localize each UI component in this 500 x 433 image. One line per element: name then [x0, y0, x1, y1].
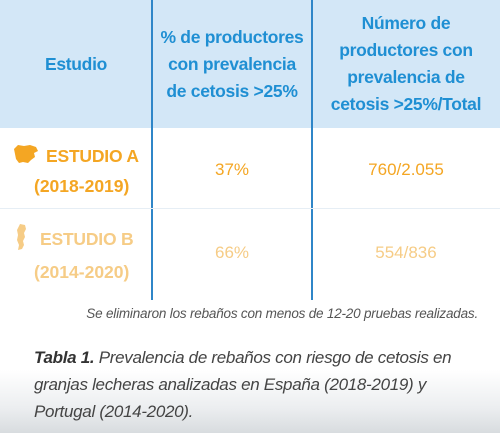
background-photo [0, 370, 500, 433]
study-cell: ESTUDIO A (2018-2019) [0, 130, 152, 210]
study-years: (2018-2019) [34, 176, 130, 196]
study-name: ESTUDIO B [40, 229, 134, 249]
header-line: Número de [361, 13, 451, 33]
header-count: Número de productores con prevalencia de… [312, 0, 500, 128]
header-line: productores con [339, 40, 473, 60]
table-footnote: Se eliminaron los rebaños con menos de 1… [86, 306, 478, 321]
column-divider [151, 0, 153, 300]
header-line: prevalencia de [347, 67, 465, 87]
caption-label: Tabla 1. [34, 348, 95, 367]
row-divider [0, 208, 500, 209]
header-line: Estudio [44, 53, 108, 74]
percent-value: 66% [214, 243, 250, 262]
percent-value: 37% [214, 160, 250, 179]
ratio-value: 760/2.055 [368, 160, 444, 179]
header-estudio: Estudio [0, 0, 152, 128]
table-caption: Tabla 1. Prevalencia de rebaños con ries… [34, 344, 474, 425]
study-years: (2014-2020) [34, 262, 130, 282]
study-cell: ESTUDIO B (2014-2020) [0, 213, 152, 293]
header-line: % de productores [160, 26, 304, 47]
header-line: con prevalencia [168, 53, 296, 74]
header-line: de cetosis >25% [166, 80, 298, 101]
header-line: cetosis >25%/Total [330, 94, 482, 114]
column-divider [311, 0, 313, 300]
header-percent: % de productores con prevalencia de ceto… [152, 0, 312, 128]
ratio-value: 554/836 [375, 243, 437, 262]
spain-map-icon [12, 143, 40, 170]
table-header: Estudio % de productores con prevalencia… [0, 0, 500, 128]
table-row: ESTUDIO A (2018-2019) 37% 760/2.055 [0, 130, 500, 210]
table-row: ESTUDIO B (2014-2020) 66% 554/836 [0, 213, 500, 293]
study-name: ESTUDIO A [46, 146, 139, 166]
caption-text: Prevalencia de rebaños con riesgo de cet… [34, 348, 452, 421]
portugal-map-icon [12, 223, 34, 256]
